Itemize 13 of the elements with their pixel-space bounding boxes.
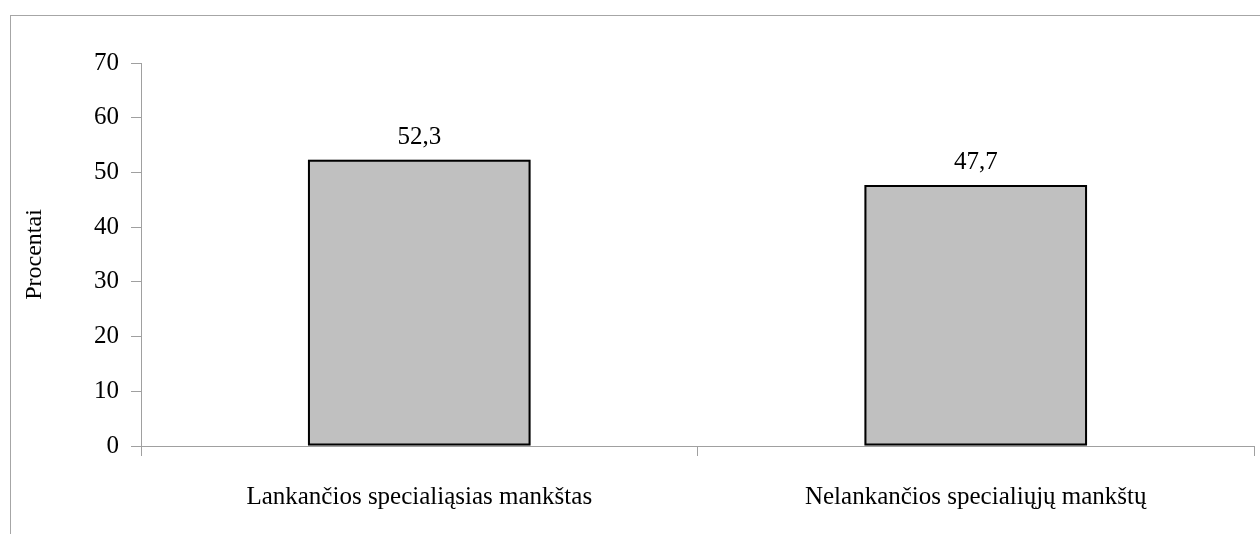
y-tick-label: 40 [94,211,119,239]
y-tick-label: 10 [94,375,119,403]
data-label: 47,7 [953,147,998,175]
y-tick-label: 70 [94,47,119,75]
y-axis-title: Procentai [19,208,46,300]
y-tick-label: 20 [94,321,119,349]
y-tick-label: 60 [94,102,119,130]
y-tick-label: 50 [94,156,119,184]
x-tick-label: Nelankančios specialiųjų mankštų [804,481,1148,509]
y-tick-label: 0 [106,430,119,458]
y-tick-label: 30 [94,266,119,294]
x-tick-label: Lankančios specialiąsias mankštas [246,481,593,509]
data-label: 52,3 [397,121,442,149]
